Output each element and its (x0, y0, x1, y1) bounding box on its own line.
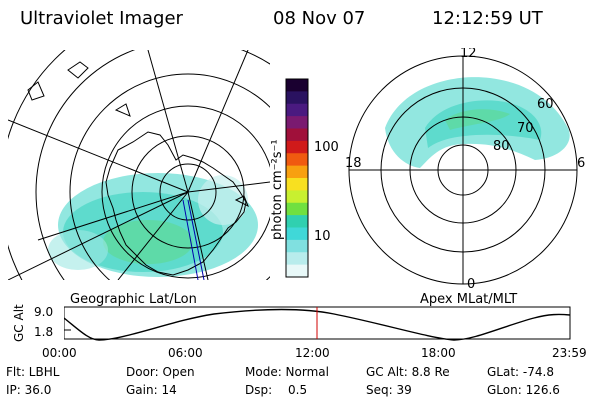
altitude-ylabel: GC Alt (12, 304, 26, 342)
colorbar-cell (286, 103, 308, 117)
magnetic-caption: Apex MLat/MLT (420, 292, 518, 307)
info-dsp-label: Dsp: (245, 383, 273, 397)
mlt-label-18: 18 (345, 156, 362, 171)
coastlines (27, 61, 249, 276)
mlt-label-6: 6 (577, 156, 585, 171)
colorbar-tick-10: 10 (314, 229, 331, 244)
time-tick-1800: 18:00 (421, 346, 456, 360)
info-gain: Gain: 14 (126, 383, 177, 397)
colorbar-cell (286, 79, 308, 92)
aurora-emission-geo (48, 173, 258, 277)
mlt-label-0: 0 (467, 277, 475, 292)
colorbar-unit-label: photon cm⁻²s⁻¹ (270, 139, 285, 240)
colorbar-cell (286, 252, 308, 266)
info-mode: Mode: Normal (245, 365, 329, 379)
geographic-caption: Geographic Lat/Lon (70, 292, 197, 307)
time-tick-2359: 23:59 (552, 346, 587, 360)
info-dsp-value: 0.5 (288, 383, 308, 397)
altitude-ytick-max: 9.0 (34, 305, 54, 319)
mlat-label-60: 60 (537, 97, 554, 112)
time-label: 12:12:59 UT (432, 8, 543, 29)
altitude-ytick-min: 1.8 (34, 325, 54, 339)
colorbar-cell (286, 239, 308, 253)
colorbar-cell (286, 91, 308, 105)
altitude-plot (64, 306, 571, 341)
mlat-label-70: 70 (517, 121, 534, 136)
colorbar-cell (286, 202, 308, 216)
colorbar-tick-100: 100 (314, 140, 339, 155)
info-flt: Flt: LBHL (6, 365, 60, 379)
mlt-label-12: 12 (460, 48, 477, 61)
latitude-grid (8, 50, 270, 280)
mlat-label-80: 80 (493, 139, 510, 154)
info-glat: GLat: -74.8 (487, 365, 554, 379)
info-door: Door: Open (126, 365, 195, 379)
longitude-grid (8, 50, 270, 280)
info-seq: Seq: 39 (366, 383, 412, 397)
instrument-title: Ultraviolet Imager (20, 8, 183, 29)
time-tick-0000: 00:00 (42, 346, 77, 360)
time-tick-0600: 06:00 (168, 346, 203, 360)
satellite-track (182, 199, 205, 280)
aurora-emission-mag (385, 77, 570, 168)
info-gc-alt: GC Alt: 8.8 Re (366, 365, 450, 379)
colorbar-cell (286, 140, 308, 154)
colorbar (285, 78, 309, 278)
info-glon: GLon: 126.6 (487, 383, 560, 397)
colorbar-cell (286, 116, 308, 129)
date-label: 08 Nov 07 (273, 8, 366, 29)
altitude-curve (64, 308, 571, 341)
mlt-grid (349, 56, 577, 284)
colorbar-cell (286, 153, 308, 167)
geographic-map (8, 50, 270, 280)
colorbar-cell (286, 215, 308, 228)
colorbar-cell (286, 178, 308, 191)
colorbar-cell (286, 264, 308, 278)
magnetic-polar-plot: 12 18 6 0 60 70 80 (345, 48, 585, 292)
colorbar-cell (286, 227, 308, 241)
colorbar-cell (286, 128, 308, 142)
info-ip: IP: 36.0 (6, 383, 52, 397)
colorbar-cell (286, 165, 308, 179)
colorbar-cell (286, 190, 308, 204)
time-tick-1200: 12:00 (295, 346, 330, 360)
